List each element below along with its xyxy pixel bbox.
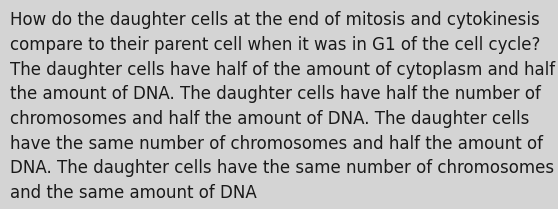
Text: The daughter cells have half of the amount of cytoplasm and half: The daughter cells have half of the amou…: [10, 61, 555, 79]
Text: How do the daughter cells at the end of mitosis and cytokinesis: How do the daughter cells at the end of …: [10, 11, 540, 29]
Text: the amount of DNA. The daughter cells have half the number of: the amount of DNA. The daughter cells ha…: [10, 85, 541, 103]
Text: have the same number of chromosomes and half the amount of: have the same number of chromosomes and …: [10, 135, 543, 153]
Text: compare to their parent cell when it was in G1 of the cell cycle?: compare to their parent cell when it was…: [10, 36, 540, 54]
Text: and the same amount of DNA: and the same amount of DNA: [10, 184, 257, 202]
Text: DNA. The daughter cells have the same number of chromosomes: DNA. The daughter cells have the same nu…: [10, 159, 554, 177]
Text: chromosomes and half the amount of DNA. The daughter cells: chromosomes and half the amount of DNA. …: [10, 110, 530, 128]
